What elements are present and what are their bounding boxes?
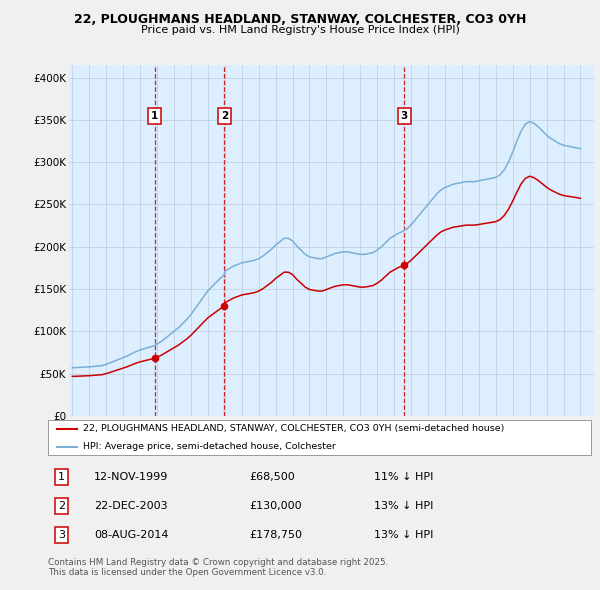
Text: 1: 1 xyxy=(151,111,158,121)
Text: 2: 2 xyxy=(58,501,65,511)
Text: 12-NOV-1999: 12-NOV-1999 xyxy=(94,471,169,481)
Text: Contains HM Land Registry data © Crown copyright and database right 2025.
This d: Contains HM Land Registry data © Crown c… xyxy=(48,558,388,577)
Text: £178,750: £178,750 xyxy=(249,530,302,540)
Text: 1: 1 xyxy=(58,471,65,481)
Text: 2: 2 xyxy=(221,111,228,121)
Text: Price paid vs. HM Land Registry's House Price Index (HPI): Price paid vs. HM Land Registry's House … xyxy=(140,25,460,35)
Text: 08-AUG-2014: 08-AUG-2014 xyxy=(94,530,169,540)
Text: 13% ↓ HPI: 13% ↓ HPI xyxy=(374,501,433,511)
Text: 3: 3 xyxy=(58,530,65,540)
Text: 11% ↓ HPI: 11% ↓ HPI xyxy=(374,471,433,481)
Text: 22, PLOUGHMANS HEADLAND, STANWAY, COLCHESTER, CO3 0YH (semi-detached house): 22, PLOUGHMANS HEADLAND, STANWAY, COLCHE… xyxy=(83,424,505,434)
Text: 22-DEC-2003: 22-DEC-2003 xyxy=(94,501,168,511)
Text: 22, PLOUGHMANS HEADLAND, STANWAY, COLCHESTER, CO3 0YH: 22, PLOUGHMANS HEADLAND, STANWAY, COLCHE… xyxy=(74,13,526,26)
Text: £130,000: £130,000 xyxy=(249,501,302,511)
Text: HPI: Average price, semi-detached house, Colchester: HPI: Average price, semi-detached house,… xyxy=(83,442,336,451)
Text: 13% ↓ HPI: 13% ↓ HPI xyxy=(374,530,433,540)
Text: £68,500: £68,500 xyxy=(249,471,295,481)
Text: 3: 3 xyxy=(401,111,408,121)
